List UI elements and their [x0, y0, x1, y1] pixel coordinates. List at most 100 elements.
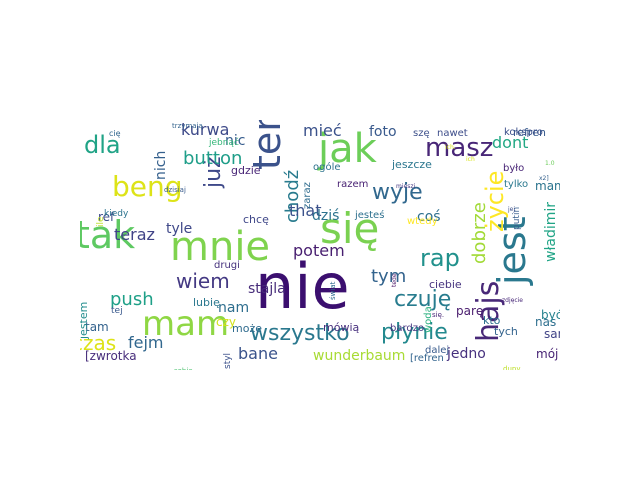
word-86: cię [109, 129, 121, 138]
word-58: ciebie [429, 278, 462, 291]
word-80: wtedy [407, 216, 438, 227]
word-59: chcę [243, 213, 269, 226]
word-48: ref [98, 210, 115, 224]
word-1: się [320, 204, 379, 253]
word-31: mieć [303, 121, 342, 140]
word-101: się. [432, 311, 444, 319]
word-53: mówią [323, 321, 359, 334]
word-69: nawet [437, 128, 468, 139]
word-44: mamy [535, 179, 560, 193]
word-64: ogóle [313, 161, 341, 173]
word-46: tam [85, 320, 109, 334]
word-63: może [232, 322, 262, 335]
word-66: razem [337, 179, 368, 190]
word-68: szę [413, 128, 430, 139]
word-34: dziś [312, 208, 339, 224]
word-77: dalej [425, 345, 449, 356]
word-4: mnie [170, 224, 270, 270]
word-98: x2] [539, 175, 549, 182]
word-99: 1.0 [545, 160, 555, 167]
word-45: nas [535, 315, 556, 329]
word-87: trzymają [172, 122, 203, 130]
word-51: refren [513, 126, 546, 139]
word-76: woda [423, 306, 434, 333]
word-88: drugi [214, 260, 240, 271]
word-22: button [183, 148, 242, 169]
word-81: jesteś [354, 209, 384, 221]
word-10: masz [425, 133, 493, 163]
word-43: coś [417, 209, 441, 225]
word-55: parę [456, 304, 483, 318]
word-35: władimir [543, 202, 559, 262]
word-32: foto [369, 124, 397, 140]
word-61: [zwrotka [85, 349, 137, 363]
word-19: wiem [176, 269, 230, 293]
word-39: wunderbaum [313, 348, 405, 364]
word-12: rap [420, 244, 460, 272]
word-2: jest [490, 216, 534, 286]
word-96: ich [466, 156, 475, 163]
word-65: tych [494, 325, 518, 338]
word-91: sobie [174, 367, 193, 370]
word-95: jej [507, 206, 515, 213]
word-56: jestem [80, 302, 90, 340]
word-8: hajs [471, 281, 506, 342]
word-21: czas [80, 331, 116, 355]
word-37: nam [218, 300, 249, 316]
word-28: dont [492, 133, 528, 152]
word-13: czuję [394, 287, 451, 312]
word-36: fejm [128, 333, 164, 352]
word-49: nic [225, 133, 245, 149]
word-94: mieszi [396, 183, 415, 190]
word-14: płynie [381, 320, 448, 345]
word-62: czy [216, 315, 236, 329]
word-41: stajla [248, 281, 286, 297]
word-26: that [289, 201, 322, 220]
word-11: wyje [372, 180, 423, 205]
word-93: tede [391, 273, 398, 287]
word-33: nich [153, 151, 169, 180]
word-17: już [201, 156, 226, 189]
word-47: sam [544, 327, 560, 341]
word-5: jak [317, 126, 378, 172]
word-24: chodź [282, 170, 303, 223]
word-20: push [110, 289, 154, 310]
word-23: kurwa [181, 120, 229, 139]
word-0: nie [255, 250, 350, 323]
word-60: lubię [193, 296, 220, 309]
word-73: było [503, 163, 524, 174]
word-78: styl [223, 353, 233, 369]
word-74: tylko [504, 179, 528, 190]
word-92: świat [329, 281, 337, 300]
word-67: kokspro [504, 127, 543, 138]
word-40: jedno [446, 346, 486, 362]
word-7: beng [112, 170, 183, 203]
word-100: zdjęcie [502, 297, 523, 304]
word-50: jeszcze [391, 158, 432, 171]
word-82: [refren [410, 353, 444, 364]
word-18: życie [481, 171, 509, 232]
word-42: tyle [166, 221, 192, 237]
word-89: dupy [503, 365, 520, 370]
word-97: ich. [445, 144, 456, 151]
word-30: tym [371, 266, 406, 287]
word-84: jebnąć [208, 137, 239, 148]
word-25: dobrze [469, 202, 490, 264]
word-85: tej [111, 306, 123, 316]
word-54: być [541, 308, 560, 322]
word-72: gdzie [231, 164, 261, 177]
word-71: ile [96, 216, 106, 227]
word-9: mam [142, 304, 229, 344]
word-29: teraz [114, 225, 155, 244]
word-27: potem [293, 241, 345, 260]
word-6: ten [245, 120, 289, 170]
word-38: bane [238, 344, 278, 363]
word-16: dla [84, 131, 121, 159]
word-75: putin [512, 207, 522, 230]
word-3: tak [80, 213, 135, 257]
word-90: dzisiaj [164, 186, 186, 194]
word-52: mój [536, 347, 558, 361]
word-79: zaraz [302, 182, 313, 209]
